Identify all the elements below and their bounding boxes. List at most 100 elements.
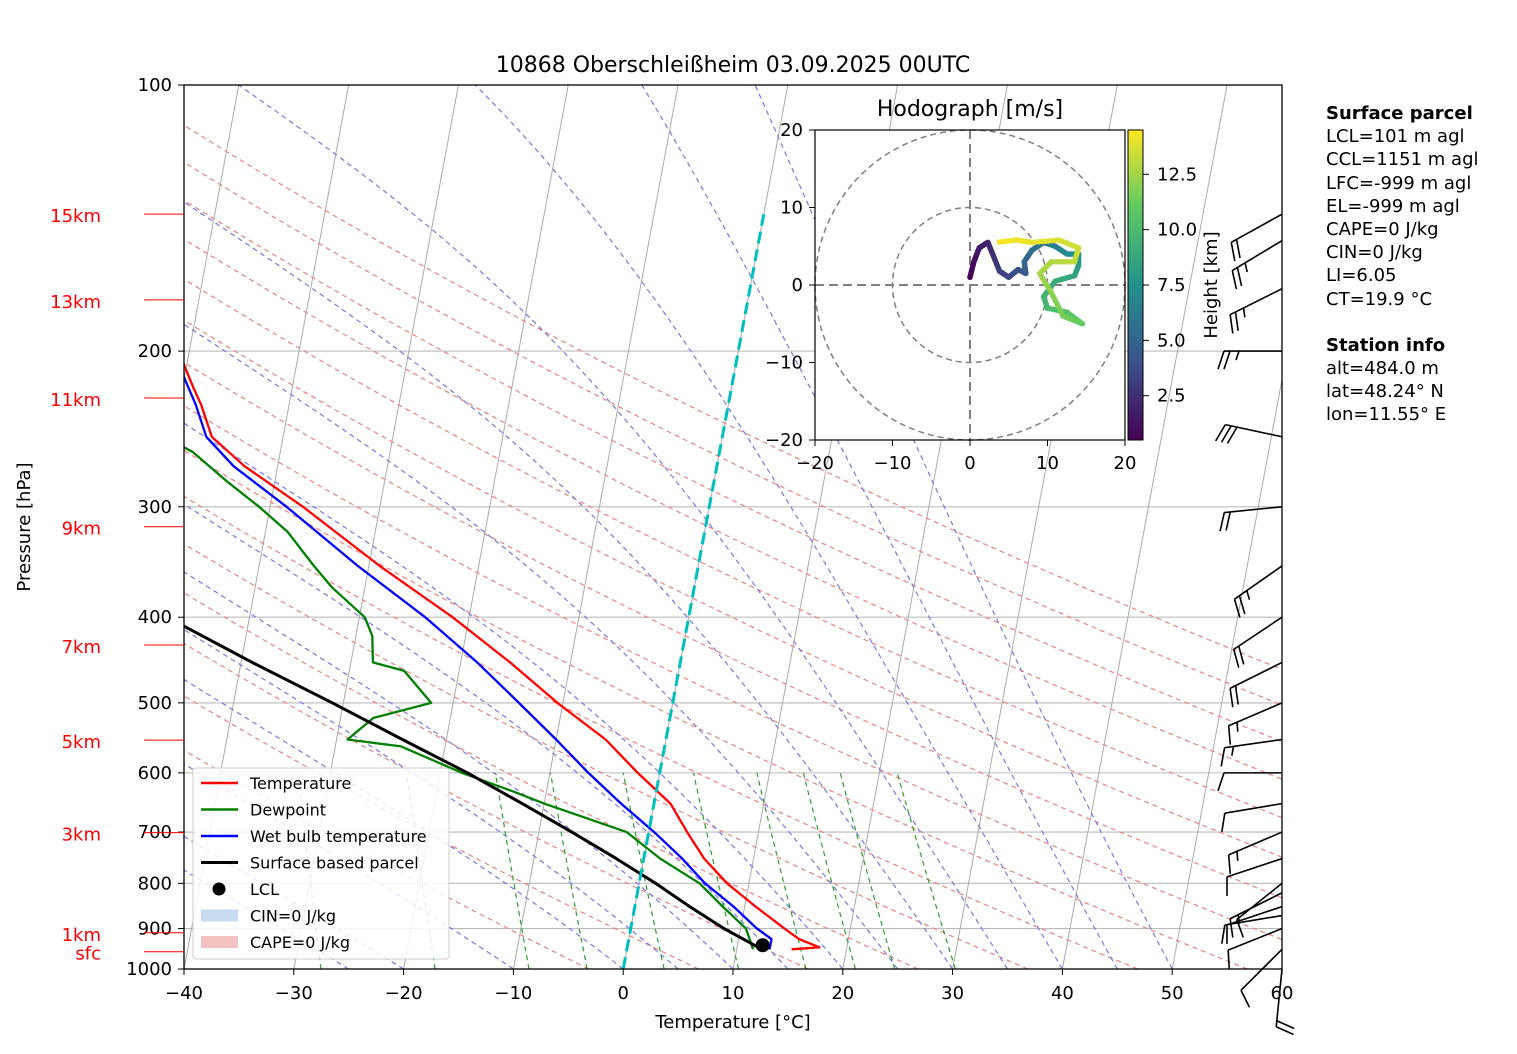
colorbar-tick-label: 5.0	[1157, 330, 1186, 351]
x-axis-label: Temperature [°C]	[654, 1012, 810, 1033]
wind-barb	[1229, 892, 1283, 938]
wind-barb	[1227, 702, 1283, 745]
dry-adiabat	[184, 695, 699, 969]
wind-barb	[1221, 802, 1283, 833]
station-info-heading: Station info	[1326, 334, 1446, 356]
dewpoint-line	[184, 446, 755, 950]
legend-box	[192, 767, 450, 960]
hodograph-x-tick-label: 0	[964, 453, 975, 474]
height-marker-label: 1km	[62, 925, 101, 946]
moist-adiabat	[184, 571, 734, 969]
wind-barb	[1275, 968, 1295, 1036]
dry-adiabat	[184, 642, 809, 969]
wind-barb	[1232, 616, 1283, 668]
wind-barb	[1227, 831, 1283, 874]
spacer	[1326, 311, 1516, 334]
colorbar-label: Height [km]	[1201, 231, 1222, 338]
moist-adiabat	[184, 422, 844, 969]
height-marker-label: 7km	[62, 637, 101, 658]
hodograph-y-tick-label: −10	[765, 353, 803, 374]
surface-parcel-heading: Surface parcel	[1326, 103, 1473, 124]
legend-swatch	[212, 882, 226, 896]
p-tick-label: 400	[138, 607, 172, 628]
hodograph-x-tick-label: −20	[796, 453, 834, 474]
isotherm	[184, 85, 240, 383]
surface-parcel-line: LFC=-999 m agl	[1326, 172, 1472, 194]
station-info-line: alt=484.0 m	[1326, 358, 1439, 380]
dry-adiabat	[184, 495, 1138, 969]
legend-label: Dewpoint	[250, 801, 326, 820]
height-marker-label: 5km	[62, 732, 101, 753]
wind-barb	[1231, 239, 1283, 290]
wind-barb	[1221, 914, 1283, 944]
mixing-ratio-line	[839, 772, 896, 969]
hodograph-x-tick-label: 10	[1036, 453, 1059, 474]
dry-adiabat	[184, 405, 1282, 941]
height-marker-label: 9km	[62, 519, 101, 540]
p-tick-label: 200	[138, 341, 172, 362]
x-tick-label: 50	[1161, 983, 1184, 1004]
surface-parcel-line: CAPE=0 J/kg	[1326, 219, 1439, 241]
wind-barb	[1233, 565, 1283, 618]
hodograph-y-tick-label: 10	[780, 198, 803, 219]
x-tick-label: 60	[1271, 983, 1294, 1004]
legend: Temperature Dewpoint Wet bulb temperature S…	[192, 767, 450, 960]
moist-adiabat	[238, 85, 1009, 969]
x-tick-label: 30	[941, 983, 964, 1004]
mixing-ratio-line	[549, 772, 588, 969]
x-tick-label: 20	[831, 983, 854, 1004]
wind-barb	[1227, 927, 1283, 970]
moist-adiabat	[184, 323, 899, 969]
colorbar-tick-label: 10.0	[1157, 220, 1197, 241]
hodograph-y-tick-label: 0	[792, 275, 803, 296]
hodograph-title: Hodograph [m/s]	[877, 97, 1063, 122]
surface-parcel-line: CT=19.9 °C	[1326, 288, 1433, 310]
chart-title: 10868 Oberschleißheim 03.09.2025 00UTC	[496, 53, 971, 78]
surface-parcel-line: CIN=0 J/kg	[1326, 242, 1423, 264]
wind-barb	[1230, 213, 1283, 262]
hodograph-point	[996, 239, 1003, 245]
surface-parcel-line: CCL=1151 m agl	[1326, 149, 1479, 171]
freezing_line-line	[621, 213, 766, 969]
height-marker-label: sfc	[75, 944, 101, 965]
surface-parcel-line: LI=6.05	[1326, 265, 1397, 287]
hodograph: −20−20 −10 −10 0 0 10 10 20 20 Hodograph [m/s] 2…	[765, 97, 1222, 474]
legend-label: Surface based parcel	[250, 854, 419, 873]
x-axis-ticks: −40 −30 −20 −10 0 10 20 30 40 50 60	[165, 969, 1293, 1004]
height-marker-label: 15km	[50, 206, 101, 227]
x-tick-label: −10	[494, 983, 532, 1004]
isotherm	[1171, 376, 1282, 969]
hodograph-y-tick-label: 20	[780, 120, 803, 141]
profile-lines	[184, 213, 821, 969]
wind-barb	[1226, 905, 1283, 944]
parcel-line	[184, 624, 763, 951]
colorbar	[1127, 129, 1144, 441]
surface-parcel-line: EL=-999 m agl	[1326, 195, 1460, 217]
dry-adiabat	[184, 161, 1282, 706]
colorbar-tick-label: 12.5	[1157, 164, 1197, 185]
temperature-line	[184, 361, 821, 951]
dry-adiabat	[184, 319, 1282, 858]
wind-barbs	[1214, 213, 1295, 1036]
colorbar-tick-label: 2.5	[1157, 386, 1186, 407]
hodograph-x-tick-label: −10	[874, 453, 912, 474]
mixing-ratio-line	[622, 772, 665, 969]
legend-swatch	[201, 936, 238, 948]
dry-adiabat	[184, 543, 1029, 969]
info-panel: Surface parcel LCL=101 m agl CCL=1151 m …	[1326, 102, 1516, 427]
mixing-ratio-line	[802, 772, 856, 969]
wind-barb	[1220, 738, 1283, 767]
dry-adiabat	[184, 361, 1282, 899]
p-tick-label: 800	[138, 873, 172, 894]
lcl-marker	[755, 938, 770, 953]
wind-barb	[1229, 288, 1283, 334]
surface-parcel-line: LCL=101 m agl	[1326, 126, 1465, 148]
legend-label: CAPE=0 J/kg	[250, 933, 350, 952]
mixing-ratio-line	[896, 772, 956, 969]
p-tick-label: 500	[138, 693, 172, 714]
wind-barb	[1217, 350, 1282, 370]
wind-barb	[1219, 505, 1283, 532]
dry-adiabat	[184, 749, 589, 969]
